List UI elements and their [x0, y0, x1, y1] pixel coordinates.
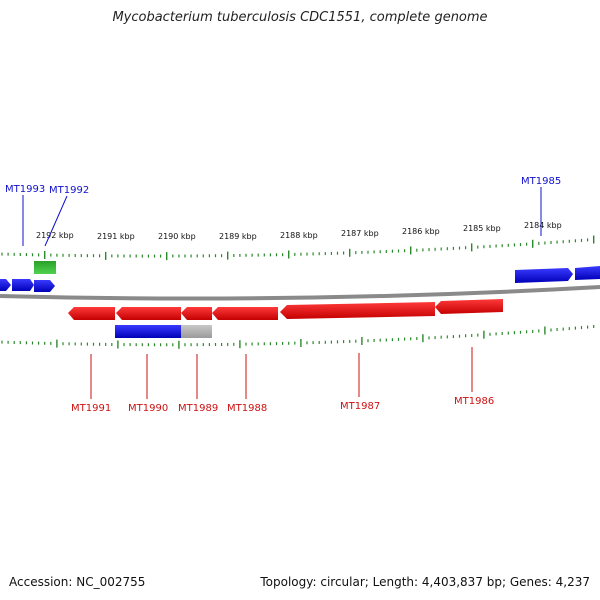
reverse-genes: [68, 299, 503, 320]
gene-MT1989[interactable]: [181, 307, 212, 320]
gene-MT1990[interactable]: [116, 307, 181, 320]
gene-MT1990-forward[interactable]: [115, 325, 181, 338]
gene-forward[interactable]: [575, 266, 600, 280]
gene-label-MT1986[interactable]: MT1986: [454, 396, 494, 407]
genome-backbone: [0, 285, 600, 301]
scale-label: 2184 kbp: [524, 221, 562, 230]
gene-label-MT1989[interactable]: MT1989: [178, 403, 218, 414]
scale-label: 2188 kbp: [280, 231, 318, 240]
scale-label: 2185 kbp: [463, 224, 501, 233]
gene-label-MT1988[interactable]: MT1988: [227, 403, 267, 414]
scale-labels: 2192 kbp 2191 kbp 2190 kbp 2189 kbp 2188…: [36, 221, 562, 241]
genome-title: Mycobacterium tuberculosis CDC1551, comp…: [112, 10, 488, 25]
scale-ticks-top: [1, 235, 595, 261]
genome-summary-text: Topology: circular; Length: 4,403,837 bp…: [260, 575, 590, 589]
accession-text: Accession: NC_002755: [9, 575, 146, 589]
gene-MT1991[interactable]: [68, 307, 115, 320]
scale-label: 2187 kbp: [341, 229, 379, 238]
gene-MT1989-pseudo[interactable]: [181, 325, 212, 338]
gene-label-MT1987[interactable]: MT1987: [340, 401, 380, 412]
gene-label-MT1990[interactable]: MT1990: [128, 403, 168, 414]
gene-MT1993[interactable]: [34, 280, 55, 292]
gene-MT1988[interactable]: [212, 307, 278, 320]
gene-forward[interactable]: [0, 279, 11, 291]
leader-lines: [22, 187, 542, 399]
scale-ticks-bottom: [1, 325, 595, 349]
gene-label-MT1991[interactable]: MT1991: [71, 403, 111, 414]
gene-label-MT1985[interactable]: MT1985: [521, 176, 561, 187]
scale-label: 2191 kbp: [97, 232, 135, 241]
scale-label: 2190 kbp: [158, 232, 196, 241]
gene-MT1987[interactable]: [280, 302, 435, 319]
scale-label: 2186 kbp: [402, 227, 440, 236]
gene-label-MT1992[interactable]: MT1992: [49, 185, 89, 196]
gene-MT1986[interactable]: [435, 299, 503, 314]
gene-labels: MT1993 MT1992 MT1985 MT1991 MT1990 MT198…: [5, 176, 561, 414]
gene-MT1985[interactable]: [515, 268, 573, 283]
gene-label-MT1993[interactable]: MT1993: [5, 184, 45, 195]
gene-MT1992[interactable]: [34, 261, 56, 274]
scale-label: 2189 kbp: [219, 232, 257, 241]
scale-label: 2192 kbp: [36, 231, 74, 240]
gene-forward[interactable]: [12, 279, 34, 291]
forward-genes: [0, 266, 600, 338]
